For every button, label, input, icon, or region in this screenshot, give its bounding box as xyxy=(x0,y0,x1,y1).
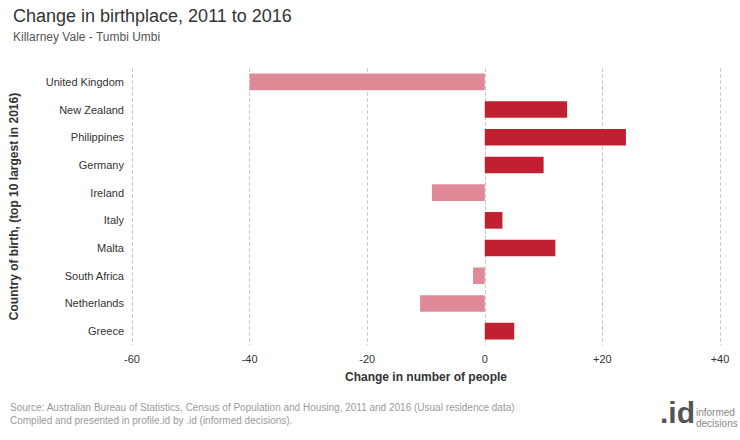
svg-text:Germany: Germany xyxy=(79,159,125,171)
svg-text:0: 0 xyxy=(482,353,488,365)
svg-text:Philippines: Philippines xyxy=(71,131,125,143)
svg-text:Netherlands: Netherlands xyxy=(65,297,125,309)
svg-text:United Kingdom: United Kingdom xyxy=(46,76,124,88)
svg-text:-40: -40 xyxy=(242,353,258,365)
svg-text:Italy: Italy xyxy=(104,214,125,226)
svg-text:Compiled and presented in prof: Compiled and presented in profile.id by … xyxy=(10,415,292,426)
svg-text:+20: +20 xyxy=(593,353,612,365)
svg-text:-60: -60 xyxy=(124,353,140,365)
svg-text:decisions: decisions xyxy=(696,418,738,429)
svg-text:Greece: Greece xyxy=(88,325,124,337)
svg-text:Change in birthplace, 2011 to: Change in birthplace, 2011 to 2016 xyxy=(13,6,292,26)
svg-text:informed: informed xyxy=(696,407,735,418)
svg-text:South Africa: South Africa xyxy=(65,270,125,282)
svg-text:Killarney Vale - Tumbi Umbi: Killarney Vale - Tumbi Umbi xyxy=(13,30,160,44)
svg-text:Malta: Malta xyxy=(97,242,125,254)
svg-text:Ireland: Ireland xyxy=(90,187,124,199)
svg-text:Change in number of people: Change in number of people xyxy=(345,370,507,384)
svg-text:.id: .id xyxy=(660,396,695,429)
svg-text:Country of birth, (top 10 larg: Country of birth, (top 10 largest in 201… xyxy=(7,93,21,320)
svg-text:Source: Australian Bureau of S: Source: Australian Bureau of Statistics,… xyxy=(10,402,515,413)
svg-text:+40: +40 xyxy=(711,353,730,365)
svg-text:-20: -20 xyxy=(359,353,375,365)
svg-text:New Zealand: New Zealand xyxy=(59,104,124,116)
